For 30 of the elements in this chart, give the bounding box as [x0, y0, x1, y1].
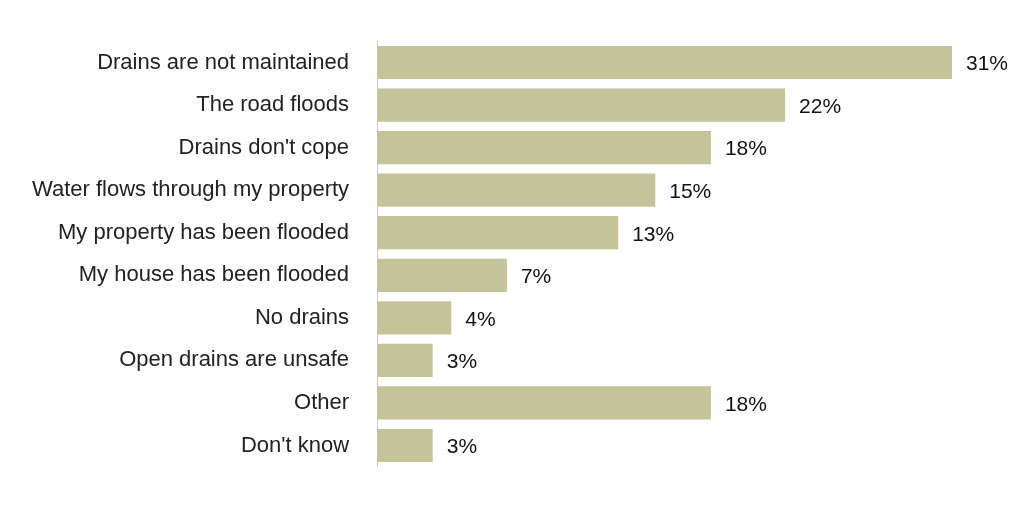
data-label: 15%: [669, 178, 712, 202]
data-label: 4%: [465, 306, 496, 330]
y-tick-label: Drains are not maintained: [97, 48, 350, 74]
bar: [377, 386, 711, 420]
bar: [377, 258, 507, 292]
bar: [377, 45, 952, 80]
data-label: 7%: [520, 264, 552, 288]
bar: [377, 131, 711, 165]
y-tick-label: Open drains are unsafe: [119, 346, 350, 372]
data-label: 13%: [632, 221, 675, 245]
y-tick-label: My property has been flooded: [58, 218, 350, 244]
data-label: 3%: [446, 434, 478, 458]
bar: [377, 343, 433, 377]
data-label: 18%: [724, 136, 767, 160]
y-tick-label: My house has been flooded: [78, 261, 350, 287]
data-label: 18%: [724, 391, 767, 415]
bar: [377, 173, 656, 207]
bar: [377, 301, 452, 335]
y-tick-label: The road floods: [196, 91, 350, 117]
y-tick-label: Water flows through my property: [32, 176, 350, 202]
bar: [377, 428, 433, 463]
data-label: 3%: [446, 349, 478, 373]
y-tick-label: Other: [294, 389, 350, 415]
y-tick-label: Drains don't cope: [178, 133, 350, 159]
data-label: 22%: [799, 93, 842, 117]
data-label: 31%: [966, 51, 1009, 75]
y-tick-label: Don't know: [240, 431, 350, 457]
bar: [377, 88, 786, 122]
y-tick-label: No drains: [254, 303, 350, 329]
bar: [377, 216, 619, 250]
